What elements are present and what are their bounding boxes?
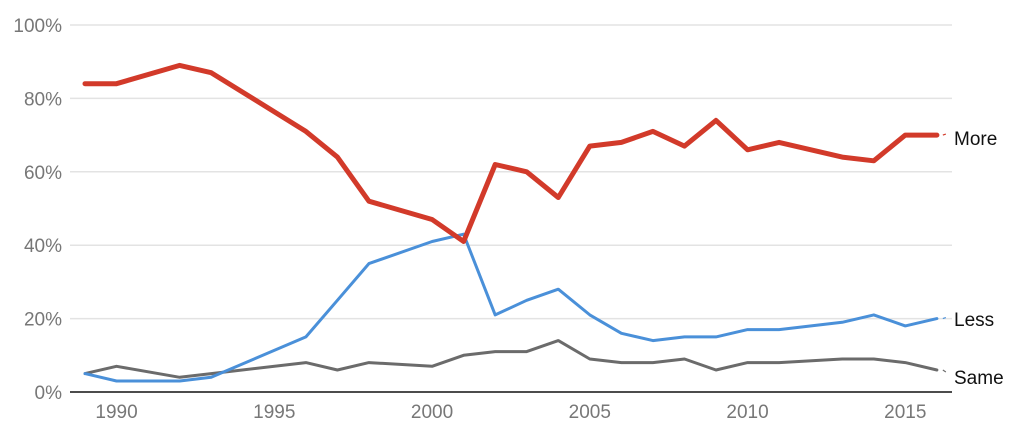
series-line-more: [82, 62, 940, 244]
x-tick-label: 2015: [884, 402, 926, 423]
label-leader-more: [942, 133, 947, 136]
y-axis-ticks: 0% 20% 40% 60% 80% 100%: [13, 16, 62, 404]
x-tick-label: 2000: [411, 402, 453, 423]
x-tick-label: 2010: [726, 402, 768, 423]
series-labels: More Less Same: [954, 129, 1004, 389]
y-tick-label: 40%: [24, 236, 62, 257]
series-label-same: Same: [954, 368, 1004, 389]
series-label-more: More: [954, 129, 997, 150]
y-tick-label: 20%: [24, 310, 62, 331]
y-tick-label: 80%: [24, 89, 62, 110]
series-label-less: Less: [954, 310, 994, 331]
y-tick-label: 0%: [35, 383, 63, 404]
x-tick-label: 1990: [95, 402, 137, 423]
series-lines: [82, 62, 947, 383]
label-leader-less: [942, 317, 947, 320]
x-tick-label: 2005: [569, 402, 611, 423]
x-axis-ticks: 1990 1995 2000 2005 2010 2015: [95, 402, 926, 423]
series-line-less: [83, 232, 939, 383]
y-tick-label: 60%: [24, 163, 62, 184]
label-leader-same: [942, 369, 947, 373]
gridlines: [70, 24, 952, 320]
series-line-same: [83, 339, 939, 379]
y-tick-label: 100%: [13, 16, 62, 37]
x-tick-label: 1995: [253, 402, 295, 423]
